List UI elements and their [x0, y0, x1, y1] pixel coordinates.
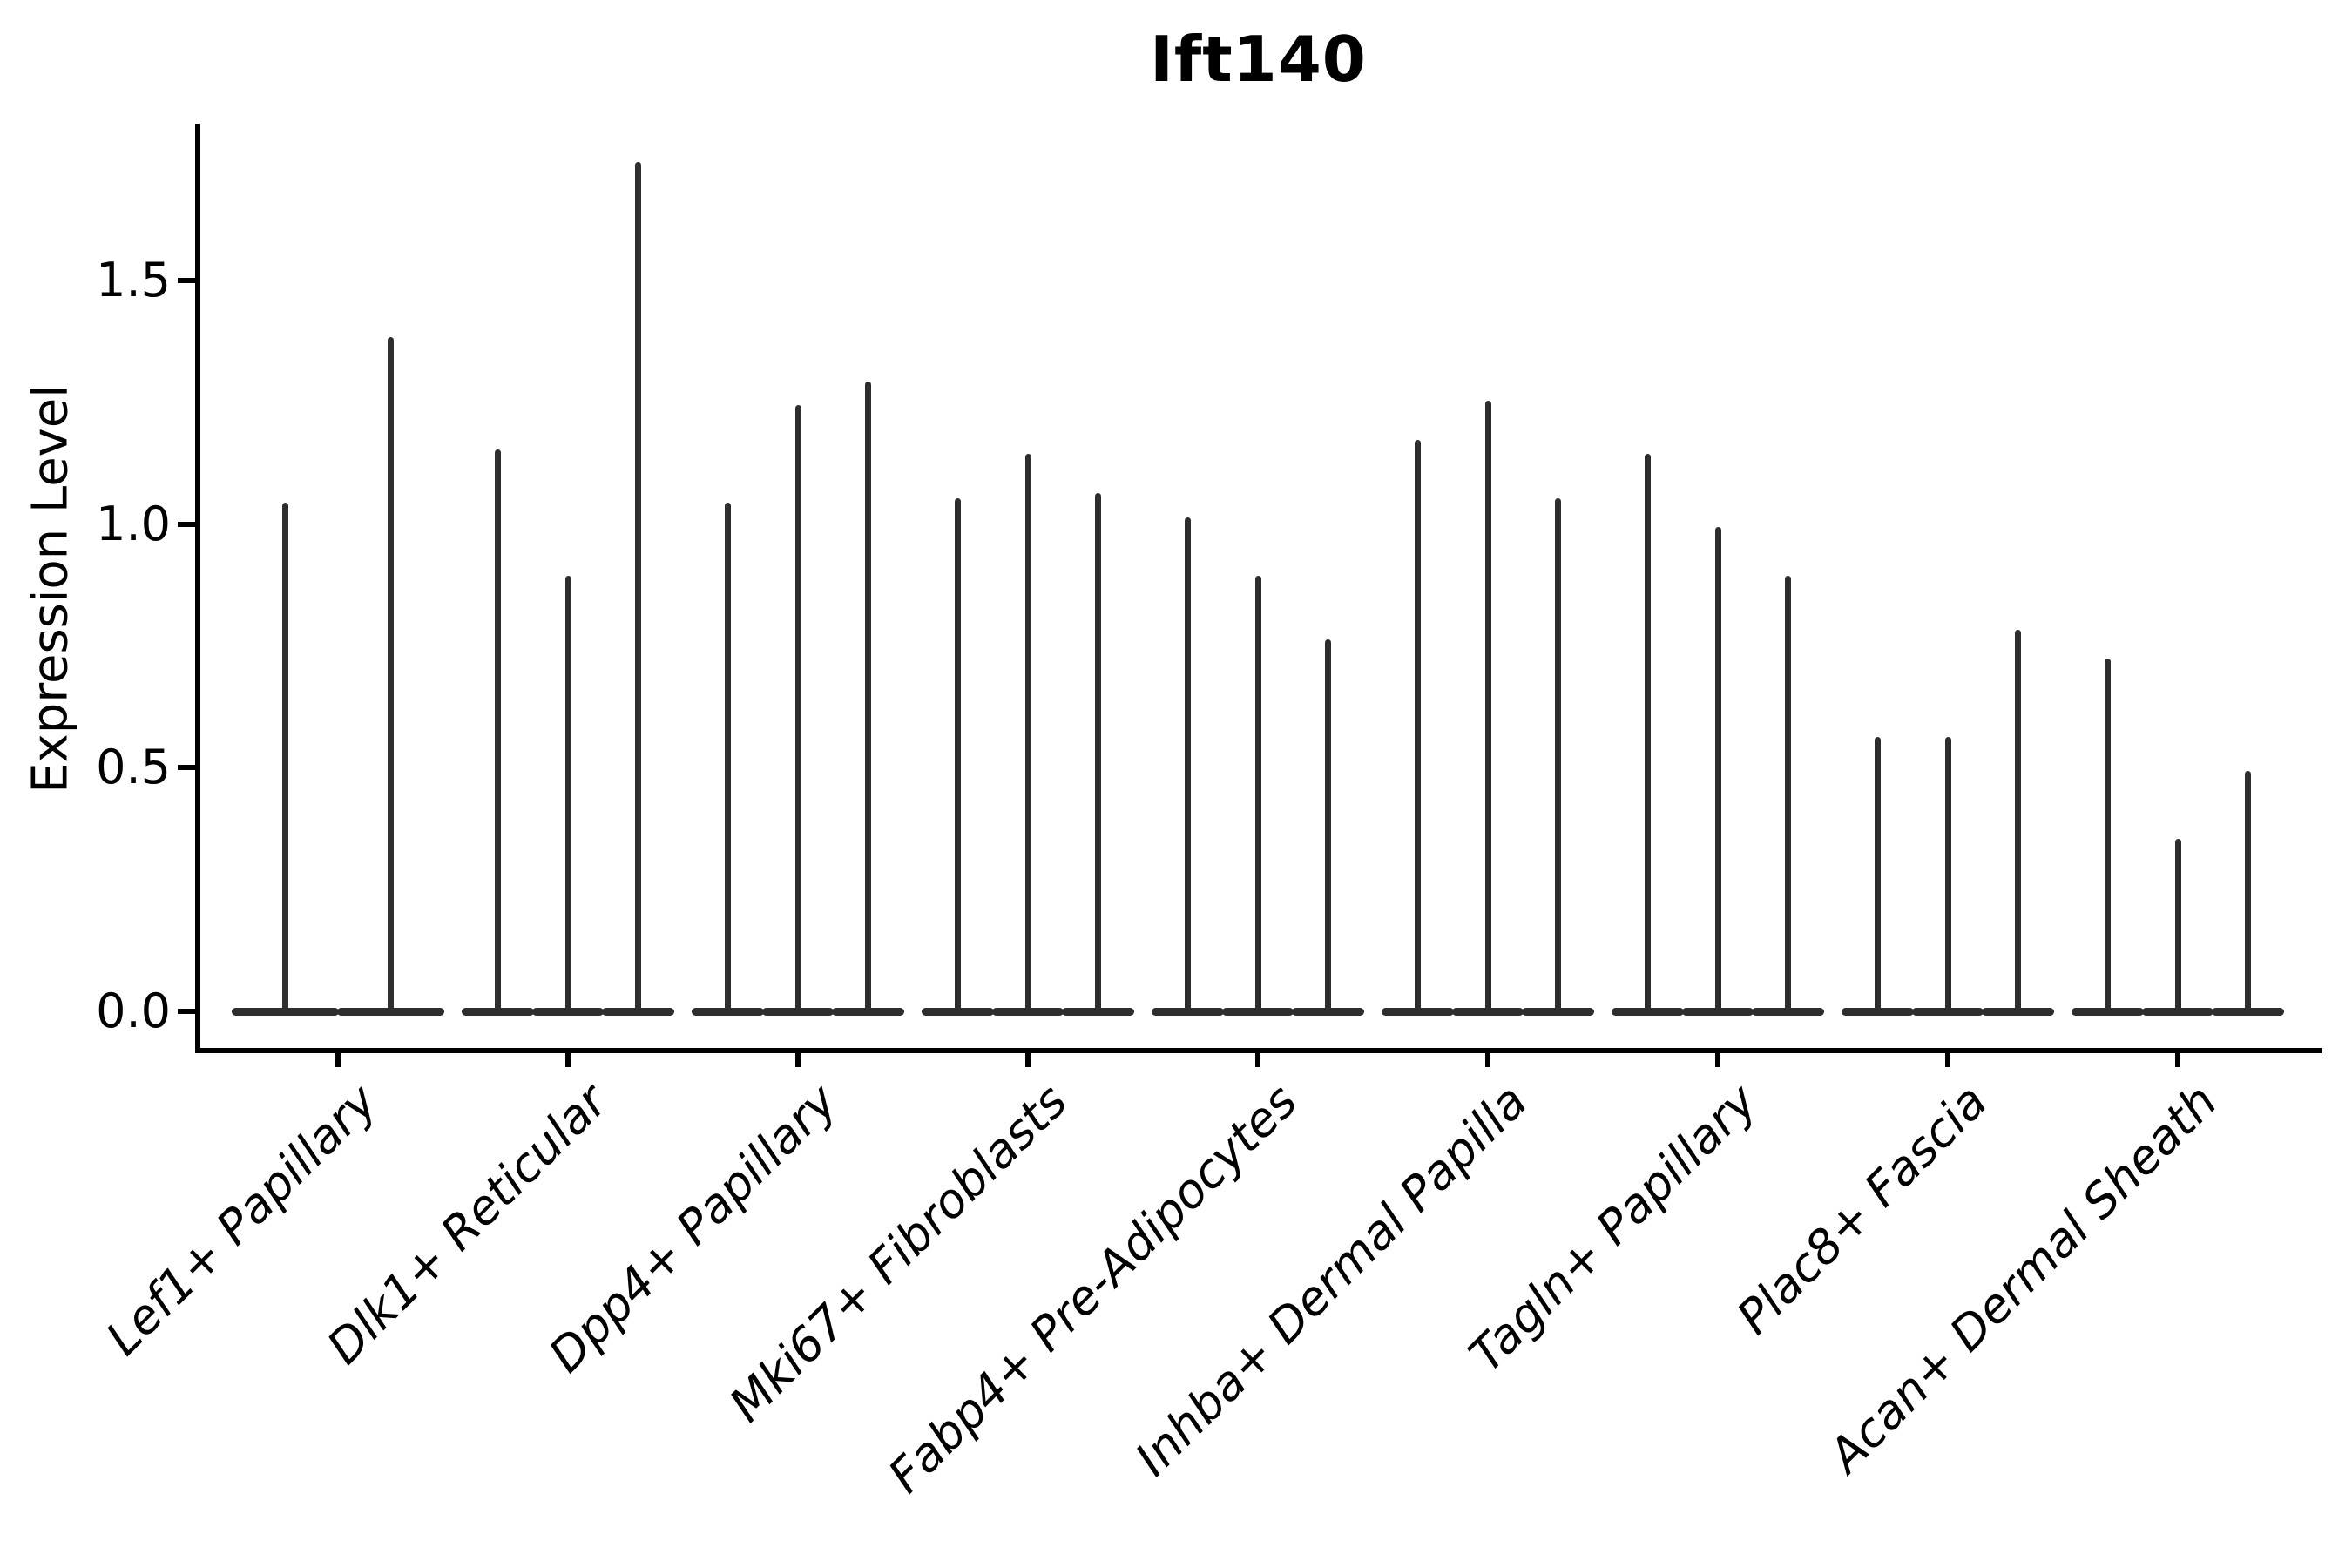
x-tick: [335, 1053, 341, 1067]
y-tick: [178, 765, 195, 771]
plot-title: Ift140: [1150, 23, 1367, 96]
violin-spike: [2104, 659, 2111, 1015]
y-axis-spine: [195, 124, 200, 1053]
violin-spike: [494, 449, 501, 1015]
x-tick-label: Inhba+ Dermal Papilla: [1125, 1073, 1538, 1487]
y-tick-label: 0.0: [96, 983, 171, 1038]
violin-spike: [794, 405, 801, 1015]
x-tick: [2175, 1053, 2180, 1067]
y-axis-label: Expression Level: [22, 384, 79, 794]
y-tick: [178, 278, 195, 284]
y-tick-label: 1.5: [96, 253, 171, 308]
violin-spike: [1714, 527, 1721, 1015]
violin-spike: [1874, 736, 1881, 1015]
x-tick: [565, 1053, 571, 1067]
violin-spike: [2245, 770, 2252, 1015]
violin-spike: [2174, 839, 2181, 1015]
violin-spike: [1254, 576, 1261, 1015]
y-tick: [178, 521, 195, 527]
x-tick-label: Plac8+ Fascia: [1726, 1073, 1998, 1345]
violin-spike: [724, 503, 731, 1015]
violin-spike: [865, 381, 872, 1015]
x-tick: [1485, 1053, 1490, 1067]
violin-spike: [635, 161, 642, 1015]
violin-spike: [1024, 454, 1031, 1015]
violin-spike: [1414, 439, 1421, 1015]
violin-spike: [388, 337, 394, 1015]
violin-spike: [2015, 629, 2022, 1015]
x-tick: [1025, 1053, 1031, 1067]
violin-spike: [1944, 736, 1951, 1015]
violin-spike: [1785, 576, 1792, 1015]
violin-spike: [954, 497, 961, 1015]
violin-spike: [564, 576, 571, 1015]
violin-spike: [1095, 493, 1102, 1015]
x-tick: [1715, 1053, 1720, 1067]
y-tick-label: 0.5: [96, 740, 171, 795]
violin-spike: [1555, 497, 1562, 1015]
x-tick-label: Fabp4+ Pre-Adipocytes: [877, 1073, 1308, 1504]
violin-spike: [282, 503, 288, 1015]
y-tick-label: 1.0: [96, 496, 171, 551]
violin-spike: [1325, 639, 1332, 1015]
x-tick: [1255, 1053, 1260, 1067]
x-tick-label: Acan+ Dermal Sheath: [1818, 1073, 2228, 1484]
x-tick: [1945, 1053, 1950, 1067]
y-tick: [178, 1009, 195, 1014]
x-tick: [795, 1053, 801, 1067]
violin-spike: [1644, 454, 1651, 1015]
violin-spike: [1484, 400, 1491, 1015]
x-axis-spine: [195, 1048, 2322, 1053]
violin-spike: [1184, 517, 1191, 1015]
